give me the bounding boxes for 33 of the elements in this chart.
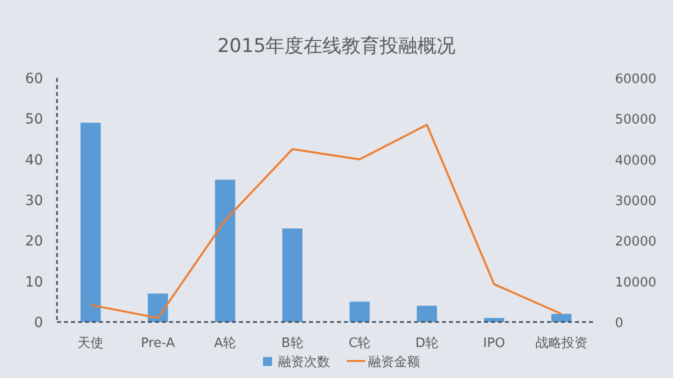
y2-tick-label: 10000: [615, 275, 656, 290]
y2-tick-label: 0: [615, 316, 624, 331]
bar: [215, 180, 236, 322]
y-tick-label: 50: [25, 112, 43, 128]
bar: [80, 122, 101, 322]
x-tick-label: 天使: [78, 336, 104, 351]
y2-tick-label: 20000: [615, 234, 656, 250]
x-tick-label: B轮: [281, 336, 304, 351]
y-tick-label: 10: [25, 274, 43, 290]
y-tick-label: 0: [34, 315, 43, 331]
x-tick-label: C轮: [348, 336, 371, 351]
bar: [282, 228, 302, 322]
y-tick-label: 30: [25, 193, 43, 209]
x-tick-label: D轮: [415, 336, 438, 351]
y2-tick-label: 40000: [615, 153, 656, 168]
x-tick-label: 战略投资: [535, 336, 588, 351]
y-tick-label: 60: [25, 71, 43, 87]
bar: [350, 302, 370, 322]
legend-label: 融资次数: [278, 355, 330, 370]
y2-tick-label: 50000: [615, 112, 656, 128]
bar: [551, 314, 572, 322]
bar: [416, 306, 437, 322]
chart-title: 2015年度在线教育投融概况: [217, 35, 456, 57]
y-tick-label: 40: [25, 152, 43, 168]
legend-label: 融资金额: [368, 355, 420, 370]
line-series: [90, 124, 562, 319]
y2-tick-label: 30000: [615, 194, 656, 209]
y-tick-label: 20: [25, 234, 43, 250]
bar: [484, 318, 504, 322]
y2-tick-label: 60000: [615, 72, 656, 87]
x-tick-label: A轮: [214, 336, 236, 351]
x-tick-label: IPO: [483, 336, 506, 351]
x-tick-label: Pre-A: [140, 336, 175, 351]
